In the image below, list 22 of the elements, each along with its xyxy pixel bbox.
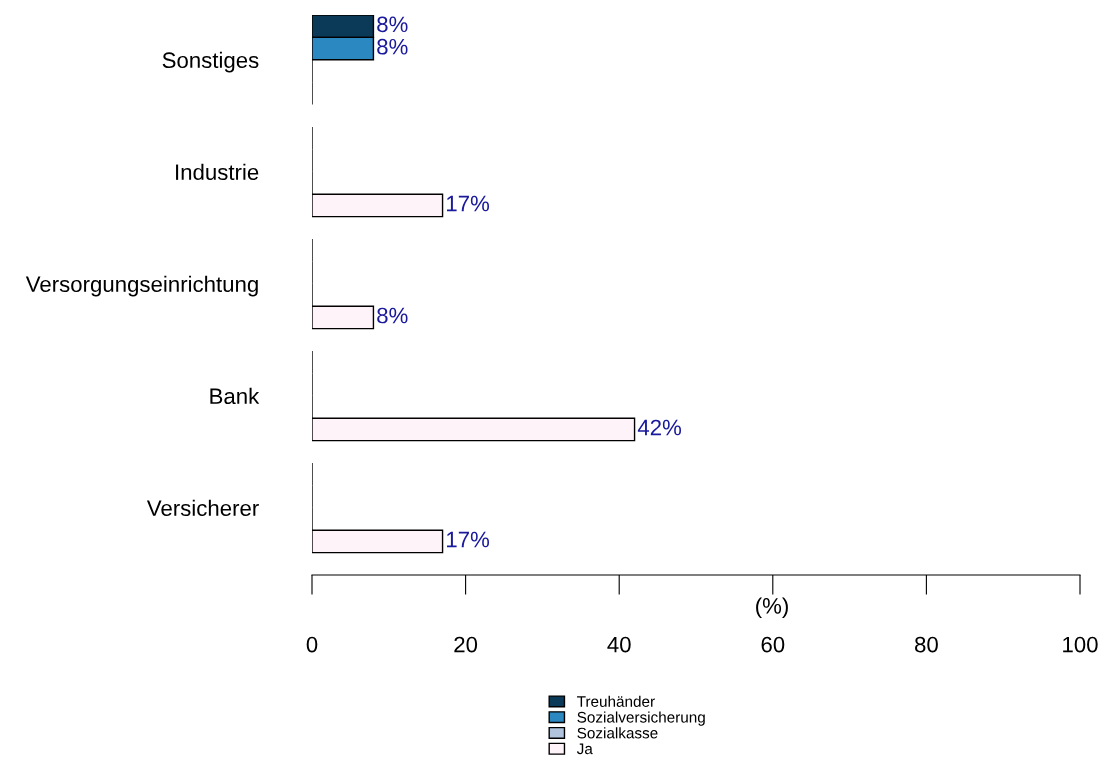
x-tick-label: 0: [306, 636, 318, 653]
x-tick-label: 40: [607, 636, 631, 653]
data-label: 8%: [377, 307, 408, 324]
y-tick-label: Industrie: [176, 163, 259, 181]
x-tick-label: 80: [915, 636, 938, 653]
y-tick-label: Bank: [210, 387, 260, 405]
x-tick-label: 100: [1063, 636, 1098, 653]
data-label: 17%: [447, 195, 490, 212]
legend-label: Sozialversicherung: [577, 711, 705, 726]
x-tick-label: 60: [761, 636, 785, 653]
data-label: 42%: [637, 419, 682, 436]
y-tick-label: Versorgungseinrichtung: [25, 275, 258, 297]
data-label: 8%: [377, 16, 408, 33]
legend-label: Sozialkasse: [577, 727, 658, 739]
y-tick-label: Sonstiges: [162, 51, 259, 73]
legend-label: Ja: [576, 743, 593, 755]
x-axis-title: (%): [756, 597, 788, 619]
legend-label: Treuhänder: [577, 695, 655, 707]
x-tick-label: 20: [454, 636, 478, 653]
data-label: 8%: [377, 38, 408, 55]
y-tick-label: Versicherer: [146, 499, 259, 517]
data-label: 17%: [447, 531, 490, 548]
